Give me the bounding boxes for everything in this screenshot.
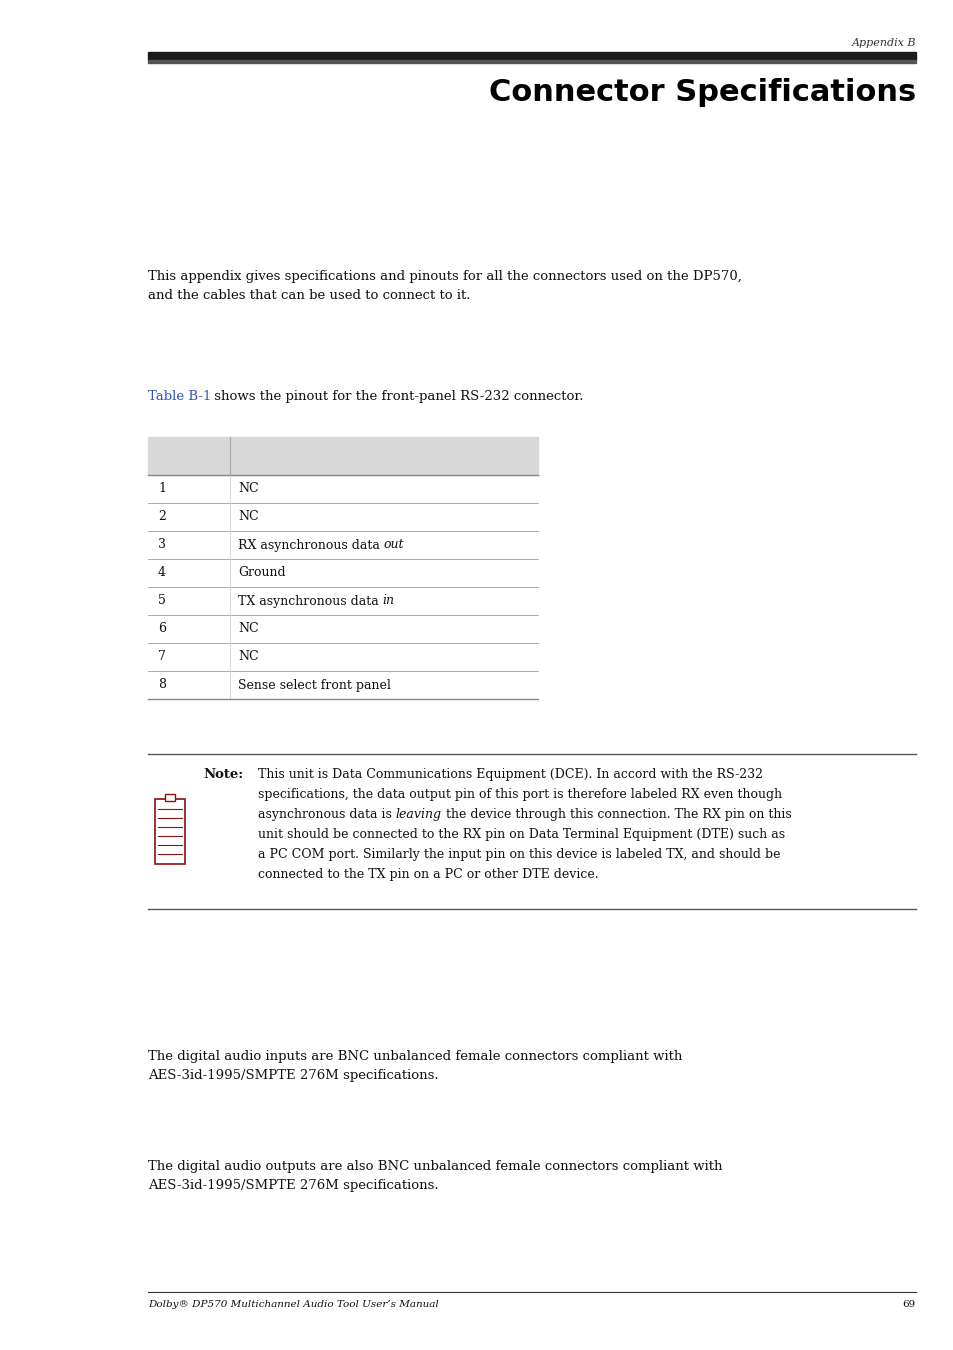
- Text: RX asynchronous data: RX asynchronous data: [237, 539, 383, 552]
- Text: The digital audio inputs are BNC unbalanced female connectors compliant with
AES: The digital audio inputs are BNC unbalan…: [148, 1050, 681, 1081]
- Text: This unit is Data Communications Equipment (DCE). In accord with the RS-232: This unit is Data Communications Equipme…: [257, 768, 762, 782]
- Bar: [148, 59, 915, 63]
- Text: leaving: leaving: [395, 809, 441, 821]
- Text: Note:: Note:: [203, 768, 243, 782]
- Text: NC: NC: [237, 510, 258, 524]
- Text: the device through this connection. The RX pin on this: the device through this connection. The …: [441, 809, 791, 821]
- Text: 6: 6: [158, 622, 166, 636]
- Text: Table B-1: Table B-1: [148, 390, 212, 404]
- Text: Sense select front panel: Sense select front panel: [237, 679, 391, 691]
- Text: connected to the TX pin on a PC or other DTE device.: connected to the TX pin on a PC or other…: [257, 868, 598, 882]
- Text: 4: 4: [158, 567, 166, 579]
- Text: 3: 3: [158, 539, 166, 552]
- Text: 69: 69: [902, 1300, 915, 1310]
- Text: Ground: Ground: [237, 567, 285, 579]
- Bar: [148, 53, 915, 59]
- Text: in: in: [382, 594, 395, 608]
- Text: asynchronous data is: asynchronous data is: [257, 809, 395, 821]
- Text: NC: NC: [237, 651, 258, 663]
- Text: TX asynchronous data: TX asynchronous data: [237, 594, 382, 608]
- Text: 2: 2: [158, 510, 166, 524]
- Text: NC: NC: [237, 622, 258, 636]
- Text: 1: 1: [158, 482, 166, 495]
- Text: 5: 5: [158, 594, 166, 608]
- Text: shows the pinout for the front-panel RS-232 connector.: shows the pinout for the front-panel RS-…: [210, 390, 583, 404]
- Text: Connector Specifications: Connector Specifications: [488, 78, 915, 107]
- Text: The digital audio outputs are also BNC unbalanced female connectors compliant wi: The digital audio outputs are also BNC u…: [148, 1160, 721, 1192]
- Bar: [165, 794, 174, 801]
- Text: out: out: [383, 539, 404, 552]
- Text: Appendix B: Appendix B: [851, 38, 915, 49]
- Text: Dolby® DP570 Multichannel Audio Tool User’s Manual: Dolby® DP570 Multichannel Audio Tool Use…: [148, 1300, 438, 1310]
- Text: a PC COM port. Similarly the input pin on this device is labeled TX, and should : a PC COM port. Similarly the input pin o…: [257, 848, 780, 861]
- Text: 8: 8: [158, 679, 166, 691]
- Text: NC: NC: [237, 482, 258, 495]
- Bar: [154, 799, 185, 864]
- Text: unit should be connected to the RX pin on Data Terminal Equipment (DTE) such as: unit should be connected to the RX pin o…: [257, 828, 784, 841]
- Text: 7: 7: [158, 651, 166, 663]
- Bar: [148, 437, 537, 475]
- Text: specifications, the data output pin of this port is therefore labeled RX even th: specifications, the data output pin of t…: [257, 788, 781, 801]
- Text: This appendix gives specifications and pinouts for all the connectors used on th: This appendix gives specifications and p…: [148, 270, 741, 302]
